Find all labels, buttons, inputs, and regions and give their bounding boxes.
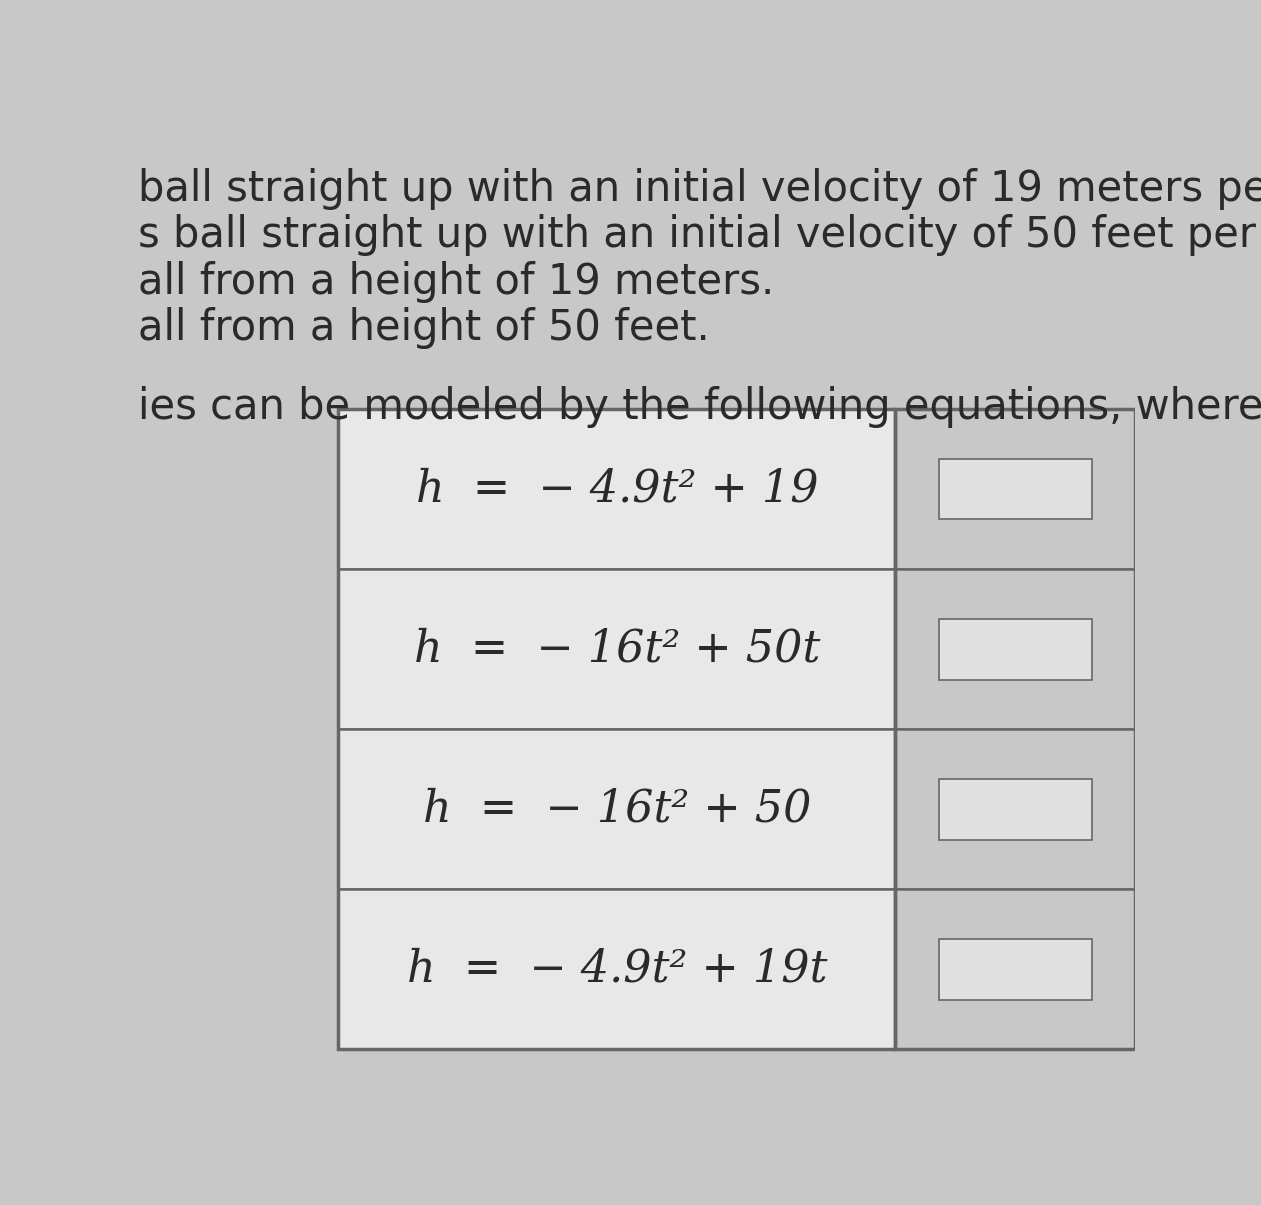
Bar <box>938 778 1092 840</box>
Text: ball straight up with an initial velocity of 19 meters per: ball straight up with an initial velocit… <box>139 167 1261 210</box>
Bar <box>938 939 1092 1000</box>
Bar <box>895 569 1135 729</box>
Text: h  =  − 16t² + 50t: h = − 16t² + 50t <box>414 628 820 671</box>
Bar <box>938 618 1092 680</box>
Bar <box>338 408 895 1050</box>
Text: h  =  − 16t² + 50: h = − 16t² + 50 <box>422 788 811 830</box>
Bar <box>895 408 1135 569</box>
Bar <box>338 408 895 569</box>
Bar <box>938 459 1092 519</box>
Text: h  =  − 4.9t² + 19t: h = − 4.9t² + 19t <box>407 947 827 991</box>
Bar <box>895 889 1135 1050</box>
Bar <box>338 569 895 729</box>
Bar <box>338 889 895 1050</box>
Bar <box>338 729 895 889</box>
Text: s ball straight up with an initial velocity of 50 feet per sec: s ball straight up with an initial veloc… <box>139 214 1261 257</box>
Text: all from a height of 50 feet.: all from a height of 50 feet. <box>139 307 710 349</box>
Text: h  =  − 4.9t² + 19: h = − 4.9t² + 19 <box>416 468 818 511</box>
Bar <box>895 408 1135 1050</box>
Text: ies can be modeled by the following equations, where: ies can be modeled by the following equa… <box>139 386 1261 428</box>
Text: all from a height of 19 meters.: all from a height of 19 meters. <box>139 260 774 302</box>
Bar <box>895 729 1135 889</box>
